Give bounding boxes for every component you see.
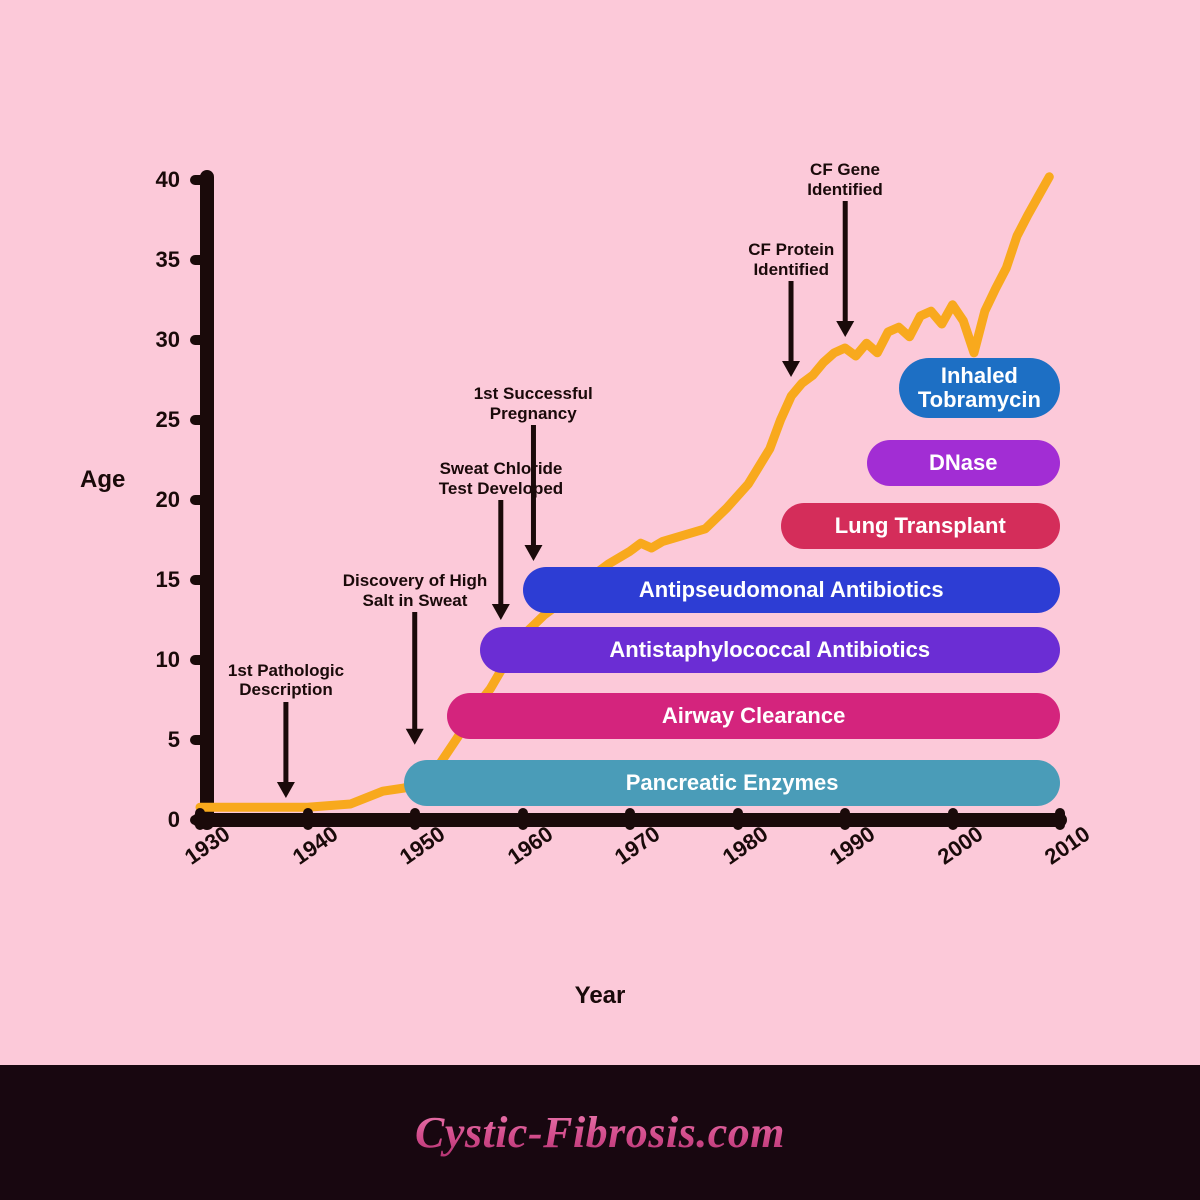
- x-tick: [733, 808, 743, 830]
- y-tick: [190, 415, 212, 425]
- x-tick: [303, 808, 313, 830]
- event-label: 1st SuccessfulPregnancy: [474, 384, 593, 423]
- y-axis-label: Age: [80, 466, 125, 494]
- chart-container: Age 051015202530354019301940195019601970…: [140, 180, 1060, 900]
- y-tick-label: 40: [156, 167, 180, 193]
- arrow-down-icon: [274, 702, 298, 798]
- y-tick: [190, 575, 212, 585]
- y-tick-label: 15: [156, 567, 180, 593]
- x-tick: [518, 808, 528, 830]
- x-tick-label: 1940: [287, 821, 342, 870]
- y-tick: [190, 335, 212, 345]
- x-tick-label: 1930: [180, 821, 235, 870]
- x-tick: [195, 808, 205, 830]
- footer-bar: Cystic-Fibrosis.com: [0, 1065, 1200, 1200]
- x-tick-label: 2000: [932, 821, 987, 870]
- arrow-down-icon: [833, 201, 857, 337]
- treatment-bar: InhaledTobramycin: [899, 358, 1060, 418]
- x-tick-label: 1990: [825, 821, 880, 870]
- y-tick-label: 5: [168, 727, 180, 753]
- treatment-bar: Airway Clearance: [447, 693, 1060, 739]
- x-axis-label: Year: [575, 982, 626, 1010]
- y-tick: [190, 495, 212, 505]
- y-tick-label: 20: [156, 487, 180, 513]
- x-tick: [625, 808, 635, 830]
- event-annotation: 1st SuccessfulPregnancy: [474, 384, 593, 561]
- y-tick-label: 0: [168, 807, 180, 833]
- event-annotation: 1st PathologicDescription: [228, 661, 344, 798]
- treatment-bar: Antipseudomonal Antibiotics: [523, 567, 1061, 613]
- arrow-down-icon: [403, 612, 427, 745]
- event-label: CF GeneIdentified: [807, 160, 883, 199]
- x-tick: [840, 808, 850, 830]
- plot-area: 0510152025303540193019401950196019701980…: [200, 180, 1060, 820]
- y-tick-label: 35: [156, 247, 180, 273]
- y-tick-label: 30: [156, 327, 180, 353]
- x-tick-label: 1980: [717, 821, 772, 870]
- y-tick-label: 10: [156, 647, 180, 673]
- treatment-bar: DNase: [867, 440, 1061, 486]
- treatment-bar: Lung Transplant: [781, 503, 1061, 549]
- y-tick: [190, 255, 212, 265]
- x-tick: [1055, 808, 1065, 830]
- arrow-down-icon: [521, 425, 545, 561]
- event-annotation: CF GeneIdentified: [807, 160, 883, 337]
- x-tick-label: 1970: [610, 821, 665, 870]
- y-tick: [190, 175, 212, 185]
- treatment-bar: Antistaphylococcal Antibiotics: [480, 627, 1061, 673]
- treatment-bar: Pancreatic Enzymes: [404, 760, 1060, 806]
- arrow-down-icon: [779, 281, 803, 377]
- x-tick-label: 2010: [1040, 821, 1095, 870]
- y-tick: [190, 735, 212, 745]
- x-tick-label: 1950: [395, 821, 450, 870]
- footer-brand: Cystic-Fibrosis.com: [415, 1107, 785, 1158]
- event-label: 1st PathologicDescription: [228, 661, 344, 700]
- y-tick: [190, 655, 212, 665]
- x-tick: [410, 808, 420, 830]
- x-tick: [948, 808, 958, 830]
- y-tick-label: 25: [156, 407, 180, 433]
- x-tick-label: 1960: [502, 821, 557, 870]
